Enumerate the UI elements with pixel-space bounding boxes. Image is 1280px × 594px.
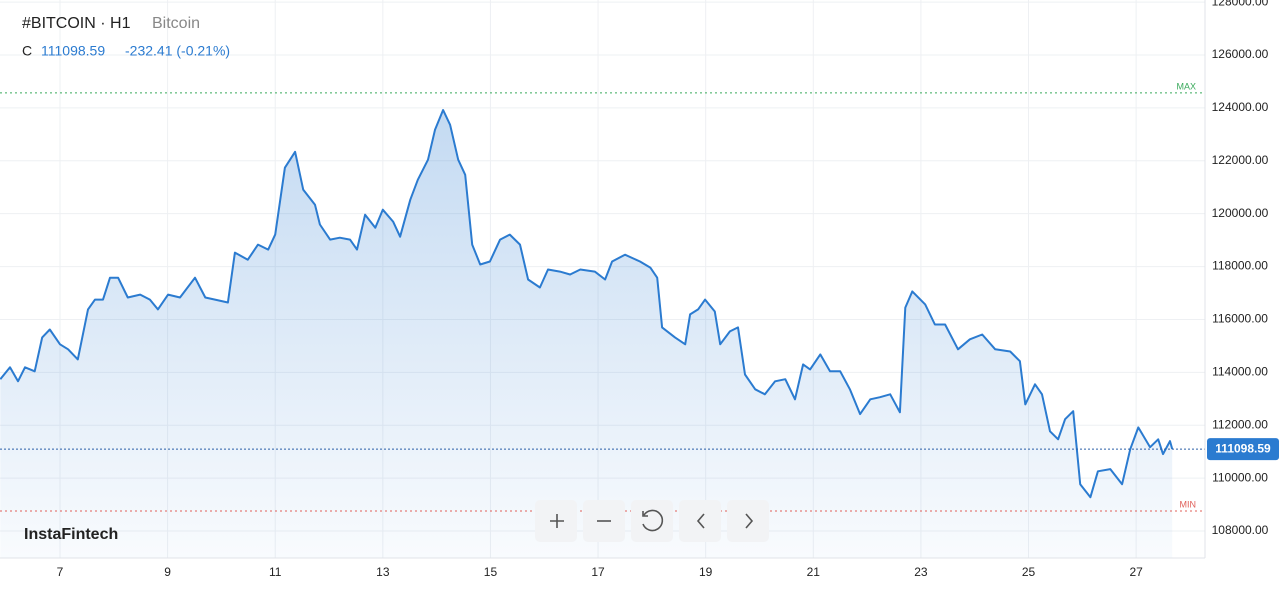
y-tick-label: 126000.00: [1212, 47, 1269, 61]
plot: MAX MIN: [0, 81, 1205, 558]
close-value: 111098.59: [41, 43, 105, 59]
x-tick-label: 9: [164, 565, 171, 579]
max-line-label: MAX: [1176, 81, 1196, 91]
scroll-left-button[interactable]: [679, 500, 721, 542]
x-tick-label: 17: [591, 565, 605, 579]
y-tick-label: 114000.00: [1212, 365, 1268, 379]
x-tick-label: 23: [914, 565, 928, 579]
y-tick-label: 120000.00: [1212, 206, 1269, 220]
x-tick-label: 21: [807, 565, 821, 579]
x-tick-label: 11: [269, 565, 282, 579]
last-price-tag-label: 111098.59: [1215, 441, 1271, 455]
instrument-name: Bitcoin: [152, 15, 200, 32]
scroll-right-button[interactable]: [727, 500, 769, 542]
left-icon: [696, 513, 705, 529]
close-label: C: [22, 43, 32, 59]
price-line: [0, 109, 1174, 499]
y-tick-label: 128000.00: [1212, 0, 1269, 8]
right-icon: [745, 513, 754, 529]
toolbar: [535, 500, 769, 542]
x-tick-label: 7: [57, 565, 64, 579]
last-price-tag: [1207, 438, 1279, 461]
y-tick-label: 108000.00: [1212, 523, 1269, 537]
y-tick-label: 118000.00: [1212, 259, 1268, 273]
x-tick-label: 19: [699, 565, 713, 579]
y-tick-label: 112000.00: [1212, 417, 1268, 431]
area-fill: [0, 110, 1173, 558]
y-tick-label: 116000.00: [1212, 312, 1268, 326]
reset-button[interactable]: [631, 500, 673, 542]
y-tick-label: 110000.00: [1212, 470, 1268, 484]
symbol: #BITCOIN · H1: [22, 15, 131, 32]
plus-icon: [550, 514, 564, 528]
min-line-label: MIN: [1180, 499, 1197, 509]
x-tick-label: 15: [484, 565, 498, 579]
y-tick-label: 122000.00: [1212, 153, 1269, 167]
reset-icon: [642, 509, 664, 532]
x-tick-label: 25: [1022, 565, 1036, 579]
brand: InstaFintech: [24, 526, 118, 543]
x-tick-label: 13: [376, 565, 390, 579]
x-tick-label: 27: [1129, 565, 1143, 579]
y-tick-label: 124000.00: [1212, 100, 1269, 114]
change: -232.41 (-0.21%): [125, 43, 230, 59]
axes: 108000.00 110000.00 112000.00 114000.00 1160…: [57, 0, 1279, 579]
